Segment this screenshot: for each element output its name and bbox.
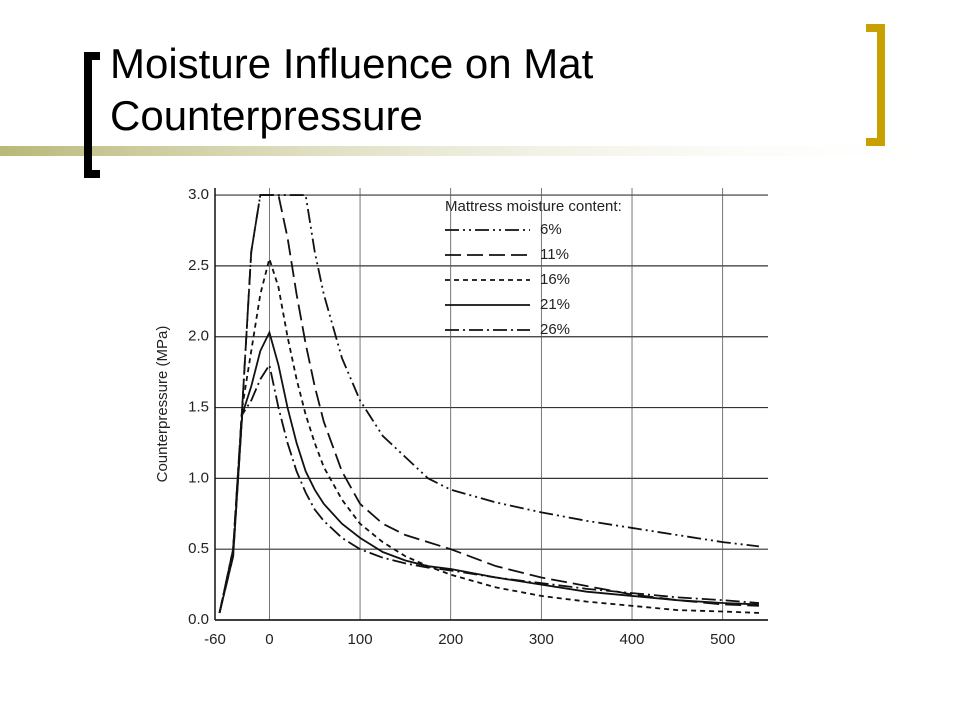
legend-label: 11% bbox=[540, 246, 569, 263]
x-tick-label: 400 bbox=[620, 631, 645, 648]
series-line bbox=[218, 362, 760, 614]
legend-label: 6% bbox=[540, 221, 562, 238]
right-bracket bbox=[866, 24, 885, 146]
legend-label: 16% bbox=[540, 271, 570, 288]
y-tick-label: 1.0 bbox=[188, 469, 209, 486]
legend-label: 26% bbox=[540, 321, 570, 338]
x-tick-label: 500 bbox=[710, 631, 735, 648]
series-line bbox=[218, 329, 759, 614]
y-tick-label: 0.5 bbox=[188, 540, 209, 557]
legend-title: Mattress moisture content: bbox=[445, 198, 622, 215]
slide-title: Moisture Influence on Mat Counterpressur… bbox=[110, 40, 594, 139]
y-tick-label: 2.0 bbox=[188, 328, 209, 345]
legend-label: 21% bbox=[540, 296, 570, 313]
series-line bbox=[218, 194, 759, 614]
x-tick-label: 100 bbox=[348, 631, 373, 648]
x-tick-label: 300 bbox=[529, 631, 554, 648]
y-tick-label: 1.5 bbox=[188, 399, 209, 416]
series-line bbox=[218, 255, 759, 614]
x-tick-label: -60 bbox=[204, 631, 226, 648]
series-line bbox=[218, 194, 760, 614]
y-tick-label: 2.5 bbox=[188, 257, 209, 274]
y-tick-label: 3.0 bbox=[188, 186, 209, 203]
y-axis-label: Counterpressure (MPa) bbox=[154, 326, 171, 483]
x-tick-label: 0 bbox=[265, 631, 273, 648]
y-tick-label: 0.0 bbox=[188, 611, 209, 628]
x-tick-label: 200 bbox=[438, 631, 463, 648]
left-bracket bbox=[84, 52, 100, 178]
accent-bar bbox=[0, 146, 960, 156]
